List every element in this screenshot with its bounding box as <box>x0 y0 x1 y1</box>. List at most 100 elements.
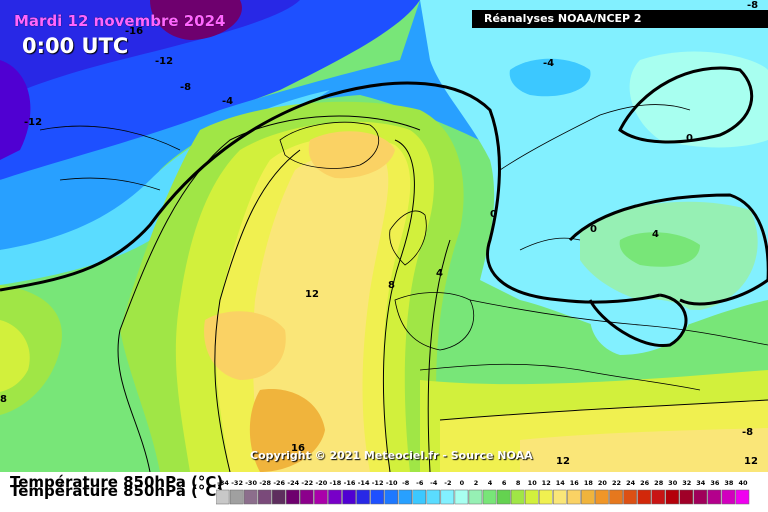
forecast-date: Mardi 12 novembre 2024 <box>14 12 226 30</box>
legend-tick-label: 0 <box>460 479 465 487</box>
iso-label: 8 <box>0 394 7 405</box>
iso-label: 12 <box>744 456 758 467</box>
legend-tick-label: 32 <box>682 479 691 487</box>
legend-tick-label: -10 <box>386 479 398 487</box>
legend-swatch <box>257 489 272 505</box>
legend-tick-label: 38 <box>724 479 734 487</box>
legend-tick-label: -20 <box>316 479 328 487</box>
legend-tick-label: -8 <box>402 479 410 487</box>
legend-tick-label: -18 <box>330 479 342 487</box>
legend-swatch <box>271 489 286 505</box>
legend-tick-label: 20 <box>598 479 608 487</box>
legend-swatch <box>496 489 511 505</box>
legend-tick-label: 10 <box>528 479 538 487</box>
legend-swatch <box>426 489 441 505</box>
legend-swatch <box>454 489 469 505</box>
iso-label: 0 <box>686 133 693 144</box>
iso-label: -12 <box>155 56 173 67</box>
iso-label: 4 <box>436 268 443 279</box>
legend-tick-label: 2 <box>474 479 479 487</box>
iso-label: 0 <box>490 209 497 220</box>
legend-swatch <box>342 489 356 505</box>
legend-swatch <box>538 489 553 505</box>
legend-swatch <box>665 489 680 505</box>
legend-swatch <box>216 489 230 505</box>
legend-tick-label: -12 <box>372 479 384 487</box>
legend-tick-label: 6 <box>502 479 507 487</box>
legend-swatch <box>707 489 722 505</box>
temperature-map: -16 -12 -8 -4 -12 -4 -8 0 0 4 4 8 12 12 … <box>0 0 768 472</box>
legend-tick-label: -6 <box>416 479 424 487</box>
legend-tick-label: 8 <box>516 479 521 487</box>
legend-swatch <box>300 489 314 505</box>
legend-tick-label: 18 <box>584 479 594 487</box>
legend-swatch <box>651 489 665 505</box>
legend-swatch <box>623 489 637 505</box>
legend-swatch <box>510 489 525 505</box>
legend-swatch <box>229 489 244 505</box>
legend-tick-label: 34 <box>696 479 706 487</box>
legend-swatch <box>482 489 497 505</box>
legend-swatch <box>398 489 413 505</box>
legend-swatch <box>328 489 342 505</box>
iso-label: -12 <box>24 117 42 128</box>
legend-tick-label: -24 <box>287 479 299 487</box>
legend-tick-label: 28 <box>654 479 664 487</box>
legend-swatch <box>243 489 258 505</box>
iso-label: 8 <box>388 280 395 291</box>
legend-swatch <box>609 489 623 505</box>
legend-swatch <box>721 489 736 505</box>
legend-tick-label: -4 <box>430 479 438 487</box>
variable-title: Température 850hPa (°C) <box>10 473 224 491</box>
legend-tick-label: -26 <box>273 479 285 487</box>
iso-label: -16 <box>125 26 143 37</box>
legend-tick-label: 16 <box>570 479 580 487</box>
legend-swatch <box>553 489 567 505</box>
legend-tick-label: 12 <box>542 479 551 487</box>
legend-swatch <box>637 489 651 505</box>
legend-tick-label: 22 <box>612 479 621 487</box>
legend-tick-label: 24 <box>626 479 636 487</box>
iso-label: 12 <box>556 456 570 467</box>
variable-title-shadow: Température 850hPa (°C) <box>10 482 224 500</box>
legend-tick-label: 36 <box>710 479 720 487</box>
legend-swatch <box>440 489 455 505</box>
color-scale-legend: -34 -32 -30 -28 -26 -24 -22 -20 -18 -16 -14 -12 -10-… <box>216 479 750 505</box>
legend-swatch <box>314 489 328 505</box>
legend-swatch <box>524 489 539 505</box>
iso-label: 12 <box>305 289 319 300</box>
iso-label: 0 <box>590 224 597 235</box>
iso-label: -8 <box>180 82 191 93</box>
legend-tick-label: 14 <box>556 479 566 487</box>
legend-swatch <box>370 489 384 505</box>
source-label: Réanalyses NOAA/NCEP 2 <box>472 10 768 28</box>
legend-tick-label: -16 <box>344 479 356 487</box>
iso-label: -4 <box>543 58 554 69</box>
legend-tick-label: -30 <box>245 479 257 487</box>
legend-swatch <box>286 489 300 505</box>
legend-tick-label: -32 <box>231 479 243 487</box>
legend-tick-label: -28 <box>259 479 271 487</box>
legend-tick-label: -14 <box>358 479 370 487</box>
copyright-notice: Copyright © 2021 Meteociel.fr - Source N… <box>250 449 533 462</box>
legend-swatch <box>384 489 398 505</box>
legend-swatch <box>567 489 581 505</box>
iso-label: 4 <box>652 229 659 240</box>
legend-swatch <box>468 489 483 505</box>
legend-swatch <box>735 489 750 505</box>
legend-tick-label: -22 <box>301 479 313 487</box>
legend-swatch <box>356 489 370 505</box>
legend-swatch <box>595 489 609 505</box>
legend-tick-label: -2 <box>444 479 451 487</box>
iso-label: 16 <box>291 443 305 454</box>
legend-swatch <box>412 489 427 505</box>
forecast-time: 0:00 UTC <box>22 34 129 58</box>
iso-label: -8 <box>742 427 753 438</box>
legend-tick-label: 26 <box>640 479 650 487</box>
legend-tick-label: -34 <box>217 479 229 487</box>
legend-tick-label: 4 <box>488 479 493 487</box>
legend-swatch <box>679 489 694 505</box>
legend-tick-label: 40 <box>738 479 748 487</box>
legend-swatch <box>693 489 708 505</box>
legend-swatch <box>581 489 595 505</box>
